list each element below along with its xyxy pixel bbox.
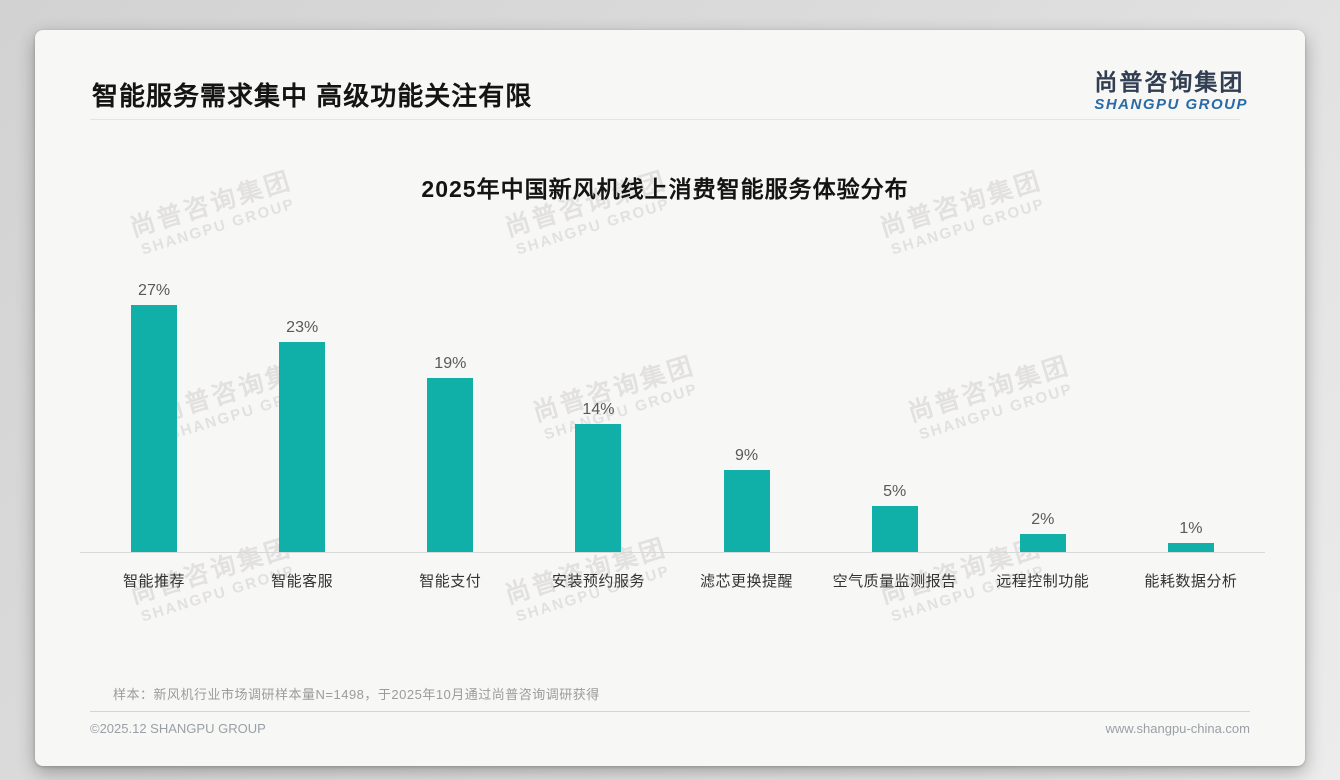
bar-column: 9% xyxy=(673,280,821,552)
bar xyxy=(279,342,326,552)
bar-category-label: 能耗数据分析 xyxy=(1144,573,1238,590)
sample-footnote: 样本：新风机行业市场调研样本量N=1498，于2025年10月通过尚普咨询调研获… xyxy=(113,687,600,702)
page-title: 智能服务需求集中 高级功能关注有限 xyxy=(92,81,533,111)
bar-column: 23% xyxy=(228,280,376,552)
copyright-text: ©2025.12 SHANGPU GROUP xyxy=(90,721,266,736)
x-axis-line xyxy=(80,552,1265,553)
header-divider xyxy=(90,119,1240,120)
slide-card: 尚普咨询集团 SHANGPU GROUP 尚普咨询集团 SHANGPU GROUP … xyxy=(35,30,1305,766)
website-url: www.shangpu-china.com xyxy=(1105,721,1250,736)
bar-category-label: 智能推荐 xyxy=(123,573,186,590)
bar xyxy=(575,424,622,552)
bar-value-label: 1% xyxy=(1179,520,1203,537)
bar-category-label: 安装预约服务 xyxy=(551,573,645,590)
bar-column: 19% xyxy=(376,280,524,552)
bar-column: 1% xyxy=(1117,280,1265,552)
logo-english-text: SHANGPU GROUP xyxy=(1094,96,1248,114)
bar-value-label: 23% xyxy=(286,319,319,336)
logo-chinese-text: 尚普咨询集团 xyxy=(1094,69,1245,95)
bar-value-label: 2% xyxy=(1031,511,1055,528)
x-axis-category-labels: 智能推荐 智能客服 智能支付 安装预约服务 滤芯更换提醒 空气质量监测报告 远程控制功能 能耗… xyxy=(80,570,1265,591)
bar-chart-plot-area: 27% 23% 19% 14% 9% 5% 2% 1% xyxy=(80,280,1265,552)
bar-column: 27% xyxy=(80,280,228,552)
bar xyxy=(871,506,918,552)
bar-value-label: 14% xyxy=(582,401,615,418)
bar xyxy=(131,305,178,552)
bar-category-label: 滤芯更换提醒 xyxy=(700,573,794,590)
bar-column: 14% xyxy=(524,280,672,552)
bar-category-label: 远程控制功能 xyxy=(996,573,1090,590)
bar-category-label: 智能客服 xyxy=(271,573,334,590)
bar-value-label: 19% xyxy=(434,355,467,372)
bar-column: 5% xyxy=(821,280,969,552)
footer: ©2025.12 SHANGPU GROUP www.shangpu-china… xyxy=(90,711,1250,736)
bar-column: 2% xyxy=(969,280,1117,552)
bar xyxy=(427,378,474,552)
company-logo: 尚普咨询集团 SHANGPU GROUP xyxy=(1094,69,1248,114)
chart-title: 2025年中国新风机线上消费智能服务体验分布 xyxy=(421,176,909,202)
bar xyxy=(1167,543,1214,552)
bar xyxy=(723,470,770,552)
bar-value-label: 5% xyxy=(883,483,907,500)
bar-value-label: 9% xyxy=(735,447,759,464)
bar-category-label: 空气质量监测报告 xyxy=(832,573,957,590)
header: 智能服务需求集中 高级功能关注有限 尚普咨询集团 SHANGPU GROUP xyxy=(92,69,1248,114)
bar-category-label: 智能支付 xyxy=(419,573,482,590)
bar xyxy=(1019,534,1066,552)
bar-value-label: 27% xyxy=(138,282,171,299)
